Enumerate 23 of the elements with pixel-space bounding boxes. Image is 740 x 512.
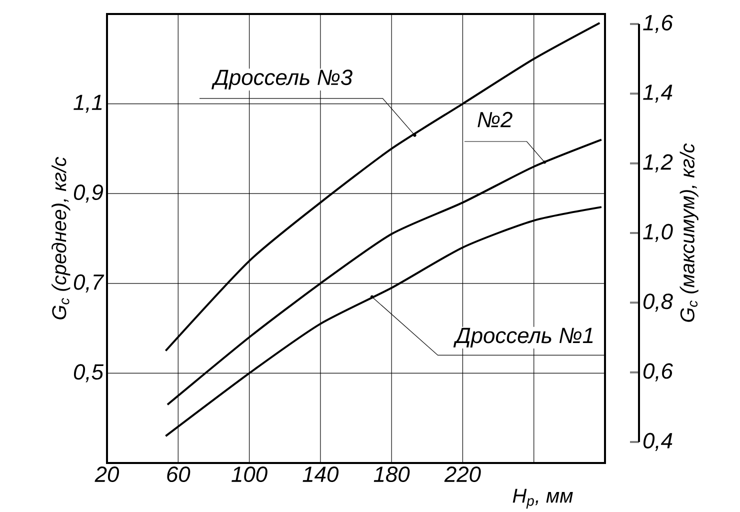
annotation: Дроссель №1	[453, 328, 593, 348]
y-axis-title: G$_{c}$ (среднее), кг/с	[52, 156, 70, 320]
y-tick-label: 1,1	[74, 94, 102, 113]
annotation: Дроссель №3	[212, 70, 352, 90]
y2-tick-label: 0,4	[643, 432, 672, 452]
x-tick-label: 60	[167, 466, 190, 482]
y2-tick-label: 1,6	[643, 14, 673, 34]
x-tick-label: 220	[444, 466, 481, 482]
x-tick-label: 20	[94, 466, 120, 482]
y-tick-label: 0,5	[74, 364, 104, 382]
y2-tick-label: 0,8	[643, 294, 673, 312]
x-tick-label: 100	[232, 466, 268, 482]
y2-tick-label: 0,6	[643, 363, 673, 382]
x-tick-label: 140	[302, 466, 339, 482]
y2-tick-label: 1,4	[643, 84, 672, 103]
annotation: №2	[478, 112, 512, 128]
x-tick-label: 180	[374, 466, 410, 482]
x-axis-title: H$_{р}$, мм	[512, 488, 573, 509]
y2-tick-label: 1,2	[643, 154, 673, 172]
y2-axis-title: G$_{c}$ (максимум), кг/с	[680, 143, 698, 322]
y-tick-label: 0,7	[74, 274, 104, 292]
y-tick-label: 0,9	[74, 184, 104, 203]
y2-tick-label: 1,0	[643, 224, 673, 242]
